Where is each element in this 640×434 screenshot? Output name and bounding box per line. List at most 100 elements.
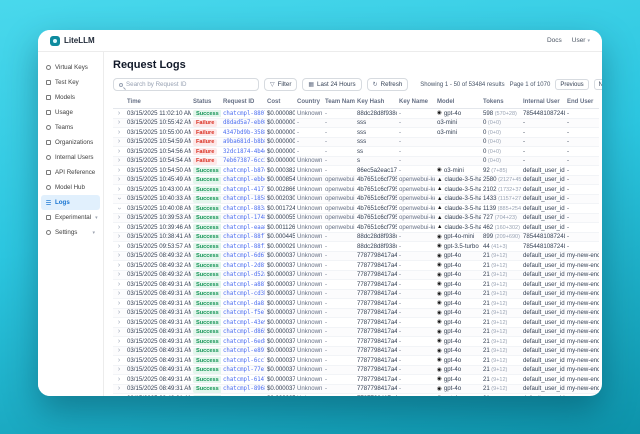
request-id-link[interactable]: chatcmpl-2d8f... — [223, 262, 265, 269]
sidebar-item-experimental[interactable]: Experimental ▾ — [41, 210, 100, 225]
sidebar-item-virtual-keys[interactable]: Virtual Keys — [41, 60, 100, 75]
request-id-link[interactable]: chatcmpl-da81... — [223, 300, 265, 307]
sidebar-item-logs[interactable]: Logs — [41, 195, 100, 210]
expand-row-button[interactable]: › — [113, 137, 125, 147]
brand[interactable]: LiteLLM — [50, 35, 95, 46]
cell-request-id[interactable]: chatcmpl-1858... — [221, 194, 265, 204]
cell-request-id[interactable]: chatcmpl-6ed8... — [221, 336, 265, 347]
request-id-link[interactable]: 32dc1874-4b4e... — [223, 148, 265, 155]
table-row[interactable]: › 03/15/2025 09:53:57 AM Success chatcmpl-8… — [113, 241, 599, 252]
search-box[interactable] — [113, 78, 259, 91]
table-row[interactable]: › 03/15/2025 10:39:46 AM Success chatcmpl-e… — [113, 222, 599, 233]
expand-row-button[interactable]: › — [113, 118, 125, 128]
sidebar-item-usage[interactable]: Usage — [41, 105, 100, 120]
request-id-link[interactable]: chatcmpl-6d67... — [223, 253, 265, 260]
expand-row-button[interactable]: › — [113, 336, 125, 347]
request-id-link[interactable]: chatcmpl-1858... — [223, 196, 265, 203]
table-row[interactable]: › 03/15/2025 08:49:31 AM Success chatcmpl-8… — [113, 384, 599, 394]
request-id-link[interactable]: chatcmpl-6cc7... — [223, 357, 265, 364]
cell-request-id[interactable]: chatcmpl-1748... — [221, 213, 265, 223]
cell-request-id[interactable]: chatcmpl-cd3b... — [221, 289, 265, 299]
table-row[interactable]: › 03/15/2025 10:55:00 AM Failure 4347bd9b-3… — [113, 127, 599, 138]
request-id-link[interactable]: chatcmpl-cd3b... — [223, 291, 265, 298]
cell-request-id[interactable]: chatcmpl-e891... — [221, 346, 265, 356]
table-row[interactable]: › 03/15/2025 10:39:53 AM Success chatcmpl-1… — [113, 213, 599, 223]
sidebar-item-api-reference[interactable]: API Reference — [41, 165, 100, 180]
expand-row-button[interactable]: › — [113, 232, 125, 242]
expand-row-button[interactable]: › — [113, 393, 125, 396]
table-row[interactable]: › 03/15/2025 10:55:42 AM Failure d8dad5a7-e… — [113, 118, 599, 128]
request-id-link[interactable]: chatcmpl-6147... — [223, 376, 265, 383]
expand-row-button[interactable]: › — [113, 270, 125, 280]
request-id-link[interactable]: chatcmpl-ebbe... — [223, 177, 265, 184]
table-row[interactable]: › 03/15/2025 08:49:31 AM Success chatcmpl-6… — [113, 336, 599, 347]
cell-request-id[interactable]: chatcmpl-d52a... — [221, 270, 265, 280]
cell-request-id[interactable]: chatcmpl-6cc7... — [221, 355, 265, 366]
cell-request-id[interactable]: 4347bd9b-3588... — [221, 127, 265, 138]
expand-row-button[interactable]: › — [113, 175, 125, 185]
cell-request-id[interactable]: chatcmpl-43e9... — [221, 317, 265, 328]
expand-row-button[interactable]: › — [113, 365, 125, 375]
request-id-link[interactable]: chatcmpl-77e1... — [223, 367, 265, 374]
cell-request-id[interactable]: chatcmpl-e777... — [221, 393, 265, 396]
table-row[interactable]: › 03/15/2025 08:49:31 AM Success chatcmpl-6… — [113, 374, 599, 385]
cell-request-id[interactable]: chatcmpl-ebbe... — [221, 175, 265, 185]
search-input[interactable] — [126, 81, 253, 88]
request-id-link[interactable]: chatcmpl-d52a... — [223, 272, 265, 279]
table-row[interactable]: › 03/15/2025 08:49:32 AM Success chatcmpl-2… — [113, 260, 599, 271]
request-id-link[interactable]: chatcmpl-4177... — [223, 186, 265, 193]
cell-request-id[interactable]: chatcmpl-88f7... — [221, 232, 265, 242]
request-id-link[interactable]: chatcmpl-883a... — [223, 205, 265, 212]
cell-request-id[interactable]: chatcmpl-da81... — [221, 298, 265, 309]
cell-request-id[interactable]: chatcmpl-f5e7... — [221, 308, 265, 318]
table-row[interactable]: › 03/15/2025 10:54:54 AM Failure 7eb67387-6… — [113, 156, 599, 166]
expand-row-button[interactable]: › — [113, 127, 125, 138]
request-id-link[interactable]: chatcmpl-a887... — [223, 281, 265, 288]
time-range-button[interactable]: ▦ Last 24 Hours — [302, 78, 362, 91]
cell-request-id[interactable]: chatcmpl-4177... — [221, 184, 265, 195]
expand-row-button[interactable]: › — [113, 222, 125, 233]
cell-request-id[interactable]: chatcmpl-d865... — [221, 327, 265, 337]
table-row[interactable]: › 03/15/2025 10:38:41 AM Success chatcmpl-8… — [113, 232, 599, 242]
cell-request-id[interactable]: chatcmpl-6147... — [221, 374, 265, 385]
request-id-link[interactable]: chatcmpl-f5e7... — [223, 310, 265, 317]
logs-table-container[interactable]: Time Status Request ID Cost Country Team Name… — [113, 96, 602, 396]
cell-request-id[interactable]: 32dc1874-4b4e... — [221, 146, 265, 157]
user-menu[interactable]: User ▾ — [572, 37, 590, 44]
request-id-link[interactable]: chatcmpl-eaa8... — [223, 224, 265, 231]
table-row[interactable]: › 03/15/2025 10:54:50 AM Success chatcmpl-b… — [113, 165, 599, 176]
request-id-link[interactable]: chatcmpl-d865... — [223, 329, 265, 336]
request-id-link[interactable]: chatcmpl-6ed8... — [223, 338, 265, 345]
table-row[interactable]: › 03/15/2025 08:49:31 AM Success chatcmpl-c… — [113, 289, 599, 299]
expand-row-button[interactable]: › — [113, 156, 125, 166]
table-row[interactable]: › 03/15/2025 08:49:31 AM Success chatcmpl-f… — [113, 308, 599, 318]
table-row[interactable]: › 03/15/2025 10:54:59 AM Failure a9ba681d-b… — [113, 137, 599, 147]
expand-row-button[interactable]: › — [113, 308, 125, 318]
next-page-button[interactable]: Next — [593, 79, 602, 90]
previous-page-button[interactable]: Previous — [555, 79, 589, 90]
sidebar-item-test-key[interactable]: Test Key — [41, 75, 100, 90]
refresh-button[interactable]: ↻ Refresh — [366, 78, 409, 91]
cell-request-id[interactable]: chatcmpl-a887... — [221, 279, 265, 290]
cell-request-id[interactable]: chatcmpl-b87e... — [221, 165, 265, 176]
sidebar-item-teams[interactable]: Teams — [41, 120, 100, 135]
cell-request-id[interactable]: 7eb67387-6cc2... — [221, 156, 265, 166]
expand-row-button[interactable]: › — [113, 384, 125, 394]
expand-row-button[interactable]: › — [113, 203, 125, 214]
cell-request-id[interactable]: chatcmpl-8807... — [221, 108, 265, 119]
request-id-link[interactable]: chatcmpl-88f3... — [223, 243, 265, 250]
sidebar-item-organizations[interactable]: Organizations — [41, 135, 100, 150]
expand-row-button[interactable]: › — [113, 108, 125, 119]
sidebar-item-model-hub[interactable]: Model Hub — [41, 180, 100, 195]
table-row[interactable]: › 03/15/2025 08:49:31 AM Success chatcmpl-4… — [113, 317, 599, 328]
expand-row-button[interactable]: › — [113, 374, 125, 385]
request-id-link[interactable]: chatcmpl-8968... — [223, 386, 265, 393]
request-id-link[interactable]: d8dad5a7-eb08... — [223, 120, 265, 127]
expand-row-button[interactable]: › — [113, 289, 125, 299]
cell-request-id[interactable]: chatcmpl-8968... — [221, 384, 265, 394]
expand-row-button[interactable]: › — [113, 165, 125, 176]
cell-request-id[interactable]: a9ba681d-b8b8... — [221, 137, 265, 147]
expand-row-button[interactable]: › — [113, 184, 125, 195]
request-id-link[interactable]: 7eb67387-6cc2... — [223, 158, 265, 165]
